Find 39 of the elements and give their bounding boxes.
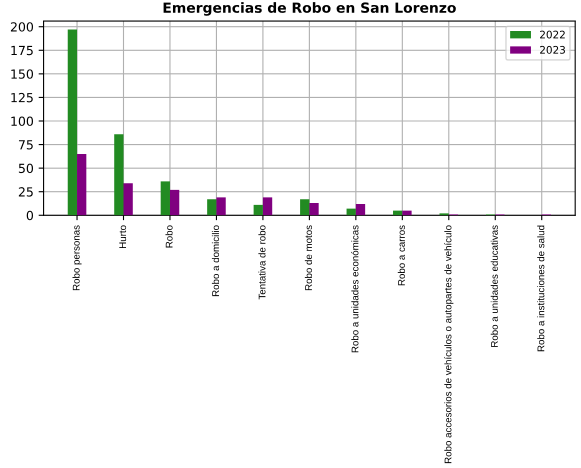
y-tick-label: 200	[10, 22, 34, 32]
bar	[68, 30, 78, 216]
legend-label: 2022	[540, 30, 565, 38]
bar	[402, 210, 412, 216]
x-tick-label: Robo a unidades educativas	[490, 225, 498, 347]
x-tick-label: Tentativa de robo	[258, 225, 266, 300]
y-tick-label: 75	[18, 140, 33, 150]
x-tick-label: Robo a domicilio	[212, 225, 220, 296]
y-tick-label: 50	[18, 164, 34, 174]
x-tick-label: Robo de motos	[304, 225, 312, 290]
x-tick-label: Robo a instituciones de salud	[537, 226, 544, 352]
bar	[346, 208, 356, 216]
y-tick-label: 125	[11, 92, 33, 102]
chart-title: Emergencias de Robo en San Lorenzo	[164, 2, 456, 16]
bar	[393, 210, 402, 216]
y-tick-label: 0	[26, 210, 34, 220]
bar	[300, 199, 310, 216]
bar	[207, 199, 216, 216]
bar	[170, 190, 180, 216]
bar	[309, 203, 319, 216]
bar	[262, 197, 272, 216]
x-tick-label: Robo	[165, 225, 173, 248]
bar	[114, 134, 124, 216]
bar	[356, 204, 366, 216]
x-tick-label: Robo personas	[72, 225, 82, 290]
bar	[124, 183, 133, 216]
y-tick-label: 150	[11, 69, 34, 79]
x-tick-label: Hurto	[119, 225, 126, 248]
y-tick-label: 175	[11, 46, 33, 56]
bar	[160, 181, 170, 216]
x-tick-label: Robo accesorios de vehículos o autopartes de vehículo	[444, 225, 454, 464]
legend-label: 2023	[540, 46, 565, 54]
bar	[216, 197, 226, 216]
x-tick-label: Robo a unidades económicas	[351, 225, 358, 352]
y-tick-label: 25	[18, 187, 33, 197]
bar	[77, 154, 86, 216]
x-tick-label: Robo a carros	[398, 225, 405, 286]
y-tick-label: 100	[11, 116, 34, 126]
bar	[254, 204, 263, 216]
